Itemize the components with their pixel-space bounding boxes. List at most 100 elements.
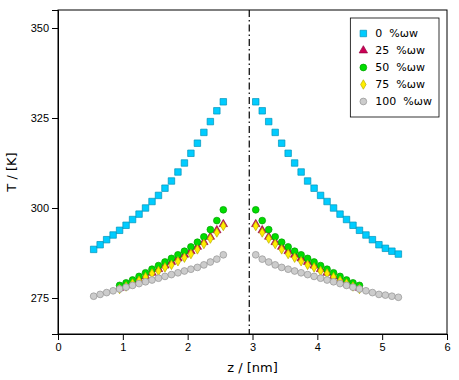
point xyxy=(304,271,311,278)
point xyxy=(317,275,324,282)
tick-mark xyxy=(188,334,189,340)
point xyxy=(279,245,284,254)
tick-label: 275 xyxy=(31,292,49,304)
legend-label: 75 %ωw xyxy=(375,78,425,91)
point xyxy=(129,282,136,289)
tick: 325 xyxy=(31,112,58,124)
plot-area: 01234562753003253500 %ωw25 %ωw50 %ωw75 %… xyxy=(31,10,451,353)
point xyxy=(291,160,297,166)
point xyxy=(155,275,162,282)
point xyxy=(318,266,323,275)
legend: 0 %ωw25 %ωw50 %ωw75 %ωw100 %ωw xyxy=(350,18,439,117)
point xyxy=(304,178,310,184)
point xyxy=(90,246,96,252)
tick-mark xyxy=(52,118,58,119)
tick-label: 5 xyxy=(380,341,386,353)
point xyxy=(129,216,135,222)
point xyxy=(356,227,362,233)
plot-frame xyxy=(58,10,447,334)
tick-label: 4 xyxy=(315,341,321,353)
point xyxy=(207,259,214,266)
y-axis-title: T / [K] xyxy=(4,152,19,192)
point xyxy=(343,282,350,289)
legend-symbol xyxy=(360,98,367,105)
point xyxy=(259,217,266,224)
series xyxy=(116,206,363,288)
point xyxy=(350,222,356,228)
tick-mark xyxy=(52,208,58,209)
point xyxy=(182,253,187,262)
point xyxy=(369,236,375,242)
axis-line xyxy=(52,11,59,335)
point xyxy=(175,269,182,276)
point xyxy=(195,245,200,254)
tick: 6 xyxy=(444,334,450,353)
point xyxy=(123,282,128,291)
tick-mark xyxy=(52,28,58,29)
series xyxy=(90,251,401,300)
chart: 01234562753003253500 %ωw25 %ωw50 %ωw75 %… xyxy=(0,0,459,380)
tick: 300 xyxy=(31,202,58,214)
point xyxy=(285,150,291,156)
point xyxy=(188,249,193,258)
tick: 1 xyxy=(120,334,126,353)
point xyxy=(181,160,187,166)
tick-mark xyxy=(253,334,254,340)
point xyxy=(142,205,148,211)
point xyxy=(343,216,349,222)
point xyxy=(265,226,272,233)
tick-label: 300 xyxy=(31,202,49,214)
point xyxy=(175,169,181,175)
point xyxy=(181,268,188,275)
point xyxy=(169,260,174,269)
tick: 3 xyxy=(250,334,256,353)
series xyxy=(117,221,362,293)
point xyxy=(337,280,344,287)
tick-mark xyxy=(123,334,124,340)
point xyxy=(253,221,258,230)
point xyxy=(278,140,284,146)
point xyxy=(382,292,389,299)
point xyxy=(298,257,303,266)
point xyxy=(278,264,285,271)
point xyxy=(272,239,277,248)
point xyxy=(298,269,305,276)
point xyxy=(356,286,363,293)
point xyxy=(272,129,278,135)
point xyxy=(214,108,220,114)
point xyxy=(188,266,195,273)
legend-symbol xyxy=(360,30,366,36)
x-axis-title: z / [nm] xyxy=(227,360,278,375)
x-axis: 0123456 xyxy=(55,334,450,353)
tick-label: 1 xyxy=(120,341,126,353)
point xyxy=(252,206,259,213)
point xyxy=(136,280,143,287)
point xyxy=(149,277,156,284)
point xyxy=(116,227,122,233)
tick: 2 xyxy=(185,334,191,353)
point xyxy=(376,241,382,247)
tick: 5 xyxy=(380,334,386,353)
point xyxy=(357,284,362,293)
tick-label: 3 xyxy=(250,341,256,353)
vertical-line xyxy=(249,10,250,334)
point xyxy=(194,140,200,146)
point xyxy=(324,277,331,284)
point xyxy=(168,271,175,278)
point xyxy=(162,185,168,191)
tick-mark xyxy=(382,334,383,340)
point xyxy=(285,266,292,273)
tick-label: 350 xyxy=(31,22,49,34)
point xyxy=(350,284,357,291)
point xyxy=(207,226,214,233)
tick-mark xyxy=(447,334,448,340)
point xyxy=(259,228,264,237)
point xyxy=(175,257,180,266)
point xyxy=(330,205,336,211)
point xyxy=(162,263,167,272)
point xyxy=(389,248,395,254)
legend-box xyxy=(350,18,439,117)
point xyxy=(220,99,226,105)
point xyxy=(207,118,213,124)
point xyxy=(292,253,297,262)
